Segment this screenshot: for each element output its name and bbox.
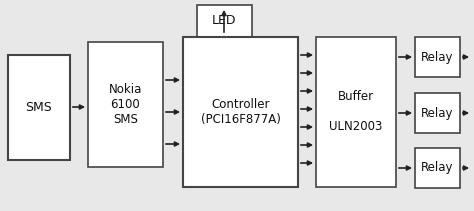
Bar — [415, 37, 460, 77]
Text: SMS: SMS — [26, 101, 52, 114]
Bar — [197, 5, 252, 37]
Bar — [415, 148, 460, 188]
Text: Controller
(PCI16F877A): Controller (PCI16F877A) — [201, 98, 281, 126]
Text: Relay: Relay — [421, 161, 454, 174]
Text: Relay: Relay — [421, 50, 454, 64]
Text: Relay: Relay — [421, 107, 454, 119]
Bar — [415, 93, 460, 133]
Text: Nokia
6100
SMS: Nokia 6100 SMS — [109, 83, 142, 126]
Bar — [183, 37, 298, 187]
Bar — [88, 42, 163, 167]
Text: LED: LED — [212, 15, 237, 27]
Text: Buffer

ULN2003: Buffer ULN2003 — [329, 91, 383, 134]
Bar — [316, 37, 396, 187]
Bar — [8, 55, 70, 160]
